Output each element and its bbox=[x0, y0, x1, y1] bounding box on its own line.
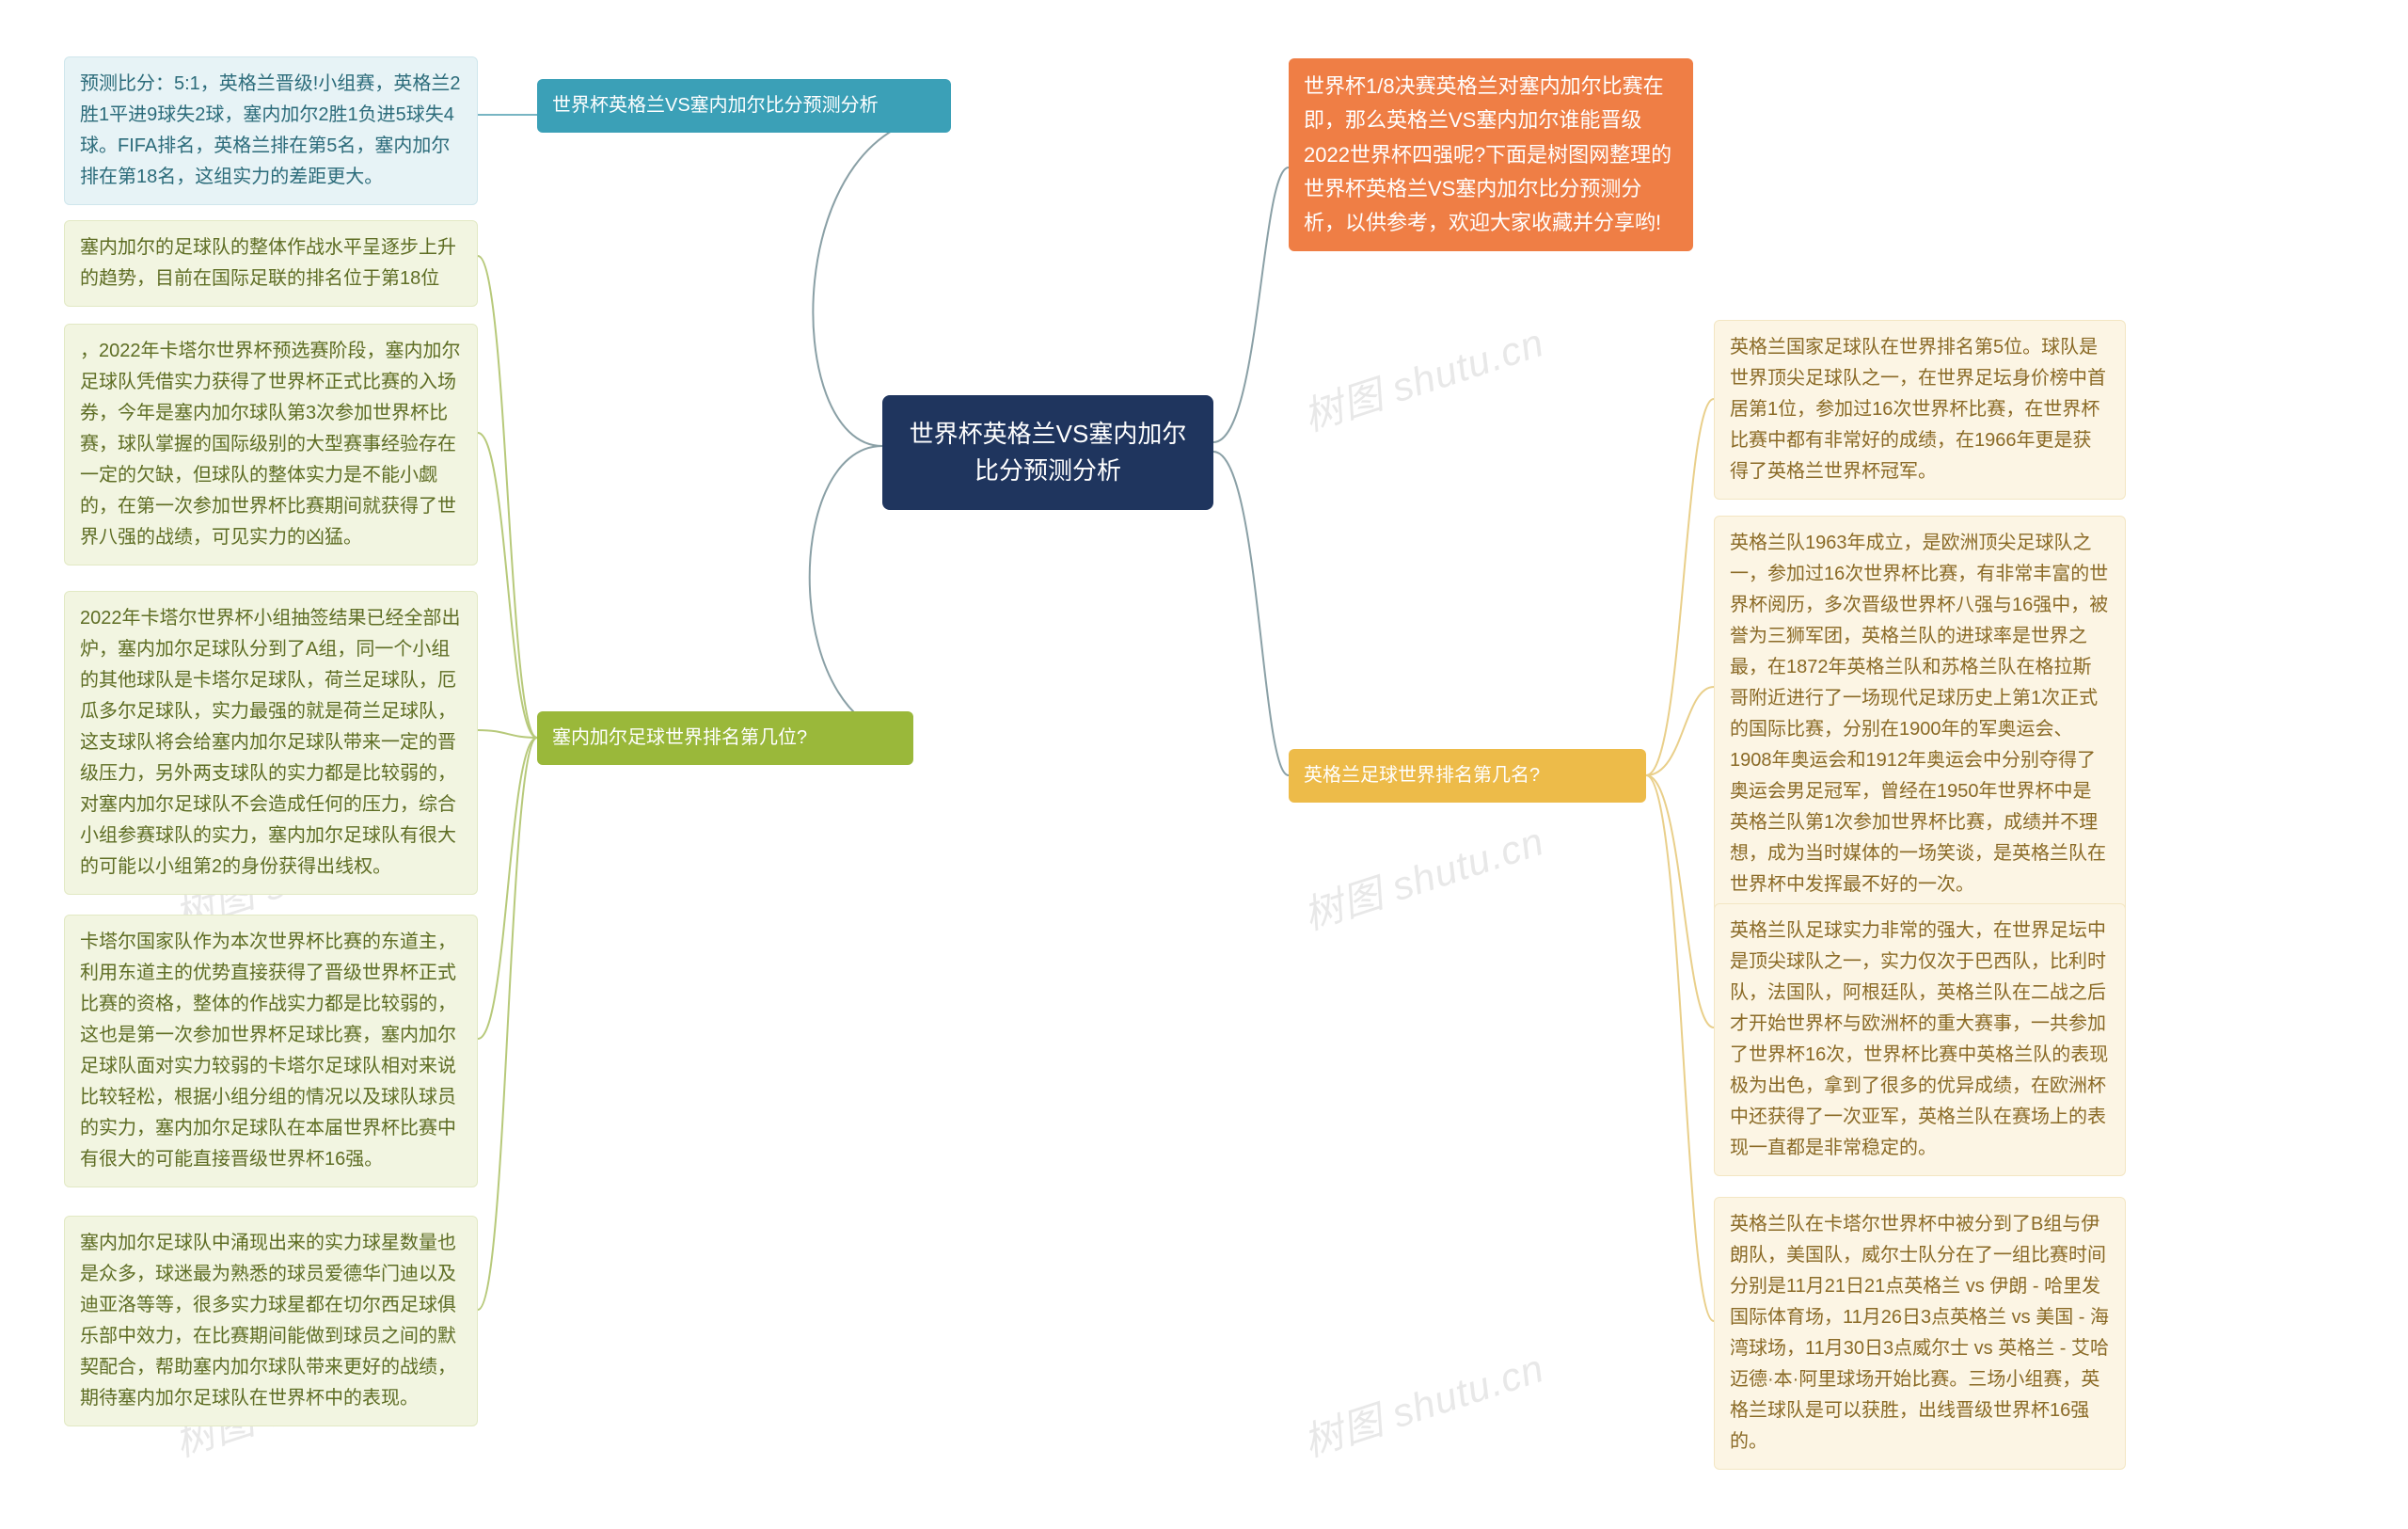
leaf-green-4[interactable]: 塞内加尔足球队中涌现出来的实力球星数量也是众多，球迷最为熟悉的球员爱德华门迪以及… bbox=[64, 1216, 478, 1426]
watermark: 树图 shutu.cn bbox=[1295, 311, 1550, 442]
connector bbox=[478, 738, 537, 1310]
branch-blue[interactable]: 世界杯英格兰VS塞内加尔比分预测分析 bbox=[537, 79, 951, 133]
connector bbox=[1213, 452, 1289, 775]
leaf-yellow-2[interactable]: 英格兰队足球实力非常的强大，在世界足坛中是顶尖球队之一，实力仅次于巴西队，比利时… bbox=[1714, 903, 2126, 1176]
connector bbox=[1646, 775, 1714, 1027]
leaf-yellow-0[interactable]: 英格兰国家足球队在世界排名第5位。球队是世界顶尖足球队之一，在世界足坛身价榜中首… bbox=[1714, 320, 2126, 500]
connector bbox=[478, 433, 537, 738]
connector bbox=[478, 256, 537, 738]
leaf-green-3[interactable]: 卡塔尔国家队作为本次世界杯比赛的东道主，利用东道主的优势直接获得了晋级世界杯正式… bbox=[64, 915, 478, 1187]
branch-orange[interactable]: 世界杯1/8决赛英格兰对塞内加尔比赛在即，那么英格兰VS塞内加尔谁能晋级2022… bbox=[1289, 58, 1693, 251]
connector bbox=[1646, 775, 1714, 1321]
connector bbox=[1646, 399, 1714, 775]
connector bbox=[1646, 687, 1714, 775]
branch-yellow[interactable]: 英格兰足球世界排名第几名? bbox=[1289, 749, 1646, 803]
connector bbox=[478, 730, 537, 738]
watermark: 树图 shutu.cn bbox=[1295, 809, 1550, 941]
center-node[interactable]: 世界杯英格兰VS塞内加尔比分预测分析 bbox=[882, 395, 1213, 510]
connector bbox=[1213, 167, 1289, 442]
leaf-green-0[interactable]: 塞内加尔的足球队的整体作战水平呈逐步上升的趋势，目前在国际足联的排名位于第18位 bbox=[64, 220, 478, 307]
branch-green[interactable]: 塞内加尔足球世界排名第几位? bbox=[537, 711, 913, 765]
leaf-blue-0[interactable]: 预测比分：5:1，英格兰晋级!小组赛，英格兰2胜1平进9球失2球，塞内加尔2胜1… bbox=[64, 56, 478, 205]
leaf-green-2[interactable]: 2022年卡塔尔世界杯小组抽签结果已经全部出炉，塞内加尔足球队分到了A组，同一个… bbox=[64, 591, 478, 895]
watermark: 树图 shutu.cn bbox=[1295, 1336, 1550, 1468]
mindmap-canvas: 树图 shutu.cn 树图 shutu.cn 树图 shutu.cn 树图 s… bbox=[0, 0, 2408, 1529]
leaf-yellow-3[interactable]: 英格兰队在卡塔尔世界杯中被分到了B组与伊朗队，美国队，威尔士队分在了一组比赛时间… bbox=[1714, 1197, 2126, 1470]
leaf-yellow-1[interactable]: 英格兰队1963年成立，是欧洲顶尖足球队之一，参加过16次世界杯比赛，有非常丰富… bbox=[1714, 516, 2126, 913]
leaf-green-1[interactable]: ，2022年卡塔尔世界杯预选赛阶段，塞内加尔足球队凭借实力获得了世界杯正式比赛的… bbox=[64, 324, 478, 565]
connector bbox=[478, 738, 537, 1039]
